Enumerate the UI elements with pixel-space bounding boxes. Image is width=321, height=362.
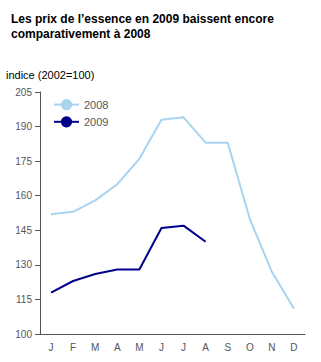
- svg-text:205: 205: [15, 87, 32, 98]
- svg-text:D: D: [290, 342, 297, 353]
- svg-text:175: 175: [15, 156, 32, 167]
- svg-text:N: N: [268, 342, 275, 353]
- svg-text:100: 100: [15, 329, 32, 340]
- svg-text:160: 160: [15, 190, 32, 201]
- svg-text:M: M: [135, 342, 143, 353]
- svg-text:115: 115: [16, 294, 32, 305]
- svg-text:Les prix de l’essence en 2009: Les prix de l’essence en 2009 baissent e…: [11, 12, 277, 26]
- svg-text:indice (2002=100): indice (2002=100): [6, 69, 94, 81]
- svg-text:M: M: [91, 342, 99, 353]
- svg-text:A: A: [114, 342, 121, 353]
- svg-text:A: A: [202, 342, 209, 353]
- svg-text:J: J: [181, 342, 186, 353]
- svg-text:F: F: [70, 342, 76, 353]
- svg-text:2008: 2008: [84, 99, 108, 111]
- svg-text:comparativement à 2008: comparativement à 2008: [11, 27, 151, 41]
- svg-text:145: 145: [15, 225, 32, 236]
- svg-text:130: 130: [15, 259, 32, 270]
- svg-text:2009: 2009: [84, 116, 108, 128]
- svg-text:S: S: [224, 342, 231, 353]
- svg-text:J: J: [159, 342, 164, 353]
- svg-text:190: 190: [15, 121, 32, 132]
- svg-text:O: O: [246, 342, 254, 353]
- svg-text:J: J: [49, 342, 54, 353]
